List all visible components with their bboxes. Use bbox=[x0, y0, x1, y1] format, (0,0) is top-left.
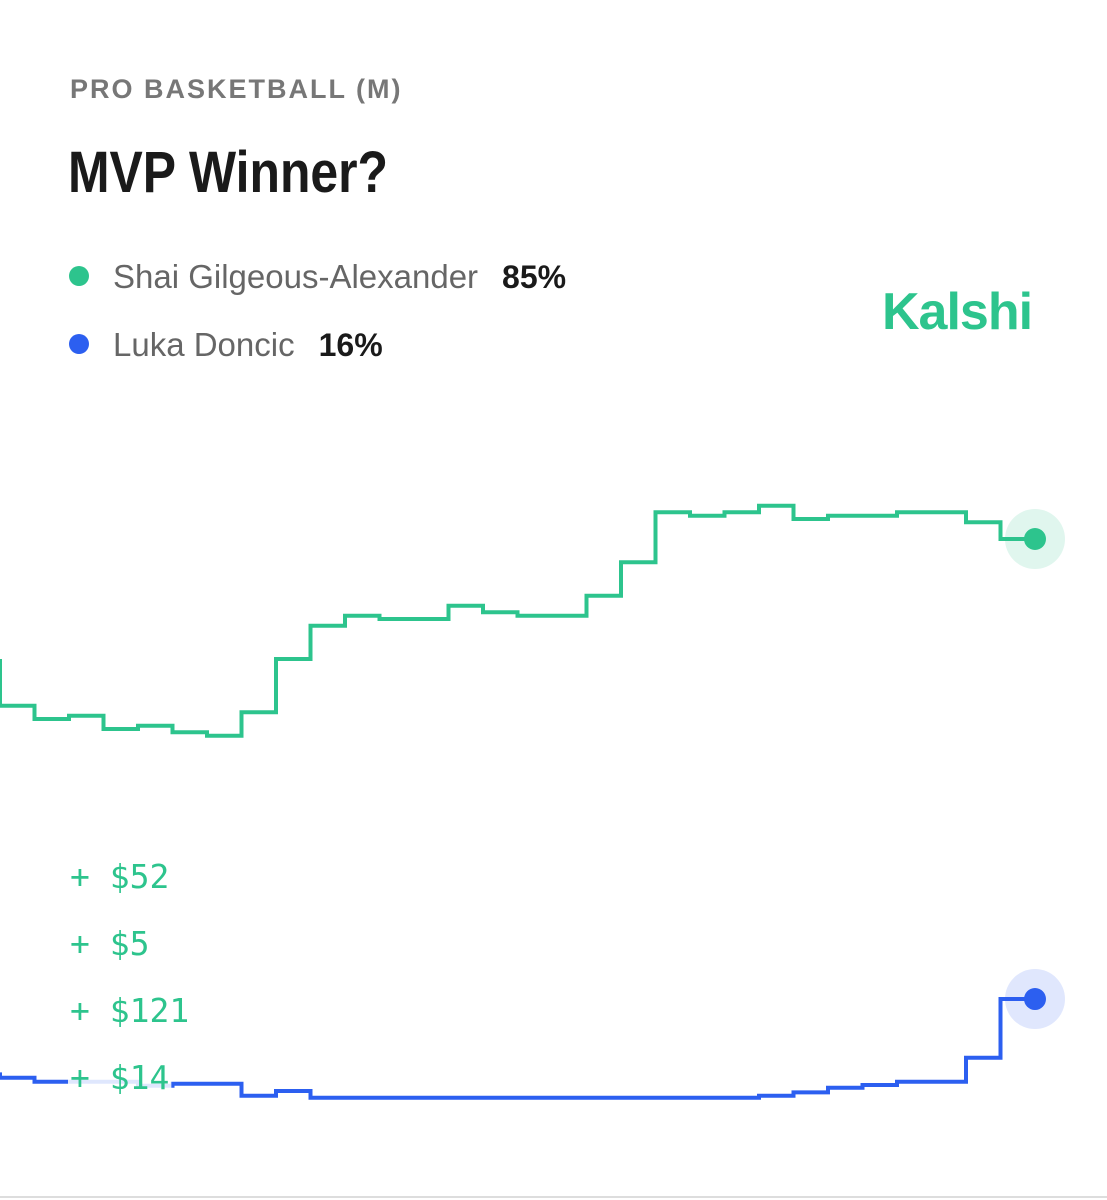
payout-label: + $14 bbox=[70, 1058, 169, 1097]
payout-label: + $5 bbox=[70, 924, 149, 963]
legend-dot bbox=[69, 266, 89, 286]
payout-label: + $121 bbox=[70, 991, 189, 1030]
title: MVP Winner? bbox=[68, 141, 388, 205]
payout-label: + $52 bbox=[70, 857, 169, 896]
end-dot bbox=[1024, 528, 1046, 551]
legend-label: Shai Gilgeous-Alexander bbox=[113, 258, 478, 295]
legend-label: Luka Doncic bbox=[113, 326, 295, 363]
kicker: PRO BASKETBALL (M) bbox=[70, 74, 403, 104]
payout-bg bbox=[68, 861, 172, 892]
end-dot bbox=[1024, 988, 1046, 1011]
payout-bg bbox=[68, 1062, 172, 1093]
brand-logo: Kalshi bbox=[882, 283, 1032, 341]
payout-bg bbox=[68, 928, 152, 959]
legend-value: 16% bbox=[319, 327, 383, 363]
payout-bg bbox=[68, 995, 192, 1026]
legend-dot bbox=[69, 334, 89, 354]
series-line bbox=[0, 503, 1035, 738]
legend-value: 85% bbox=[502, 259, 566, 295]
